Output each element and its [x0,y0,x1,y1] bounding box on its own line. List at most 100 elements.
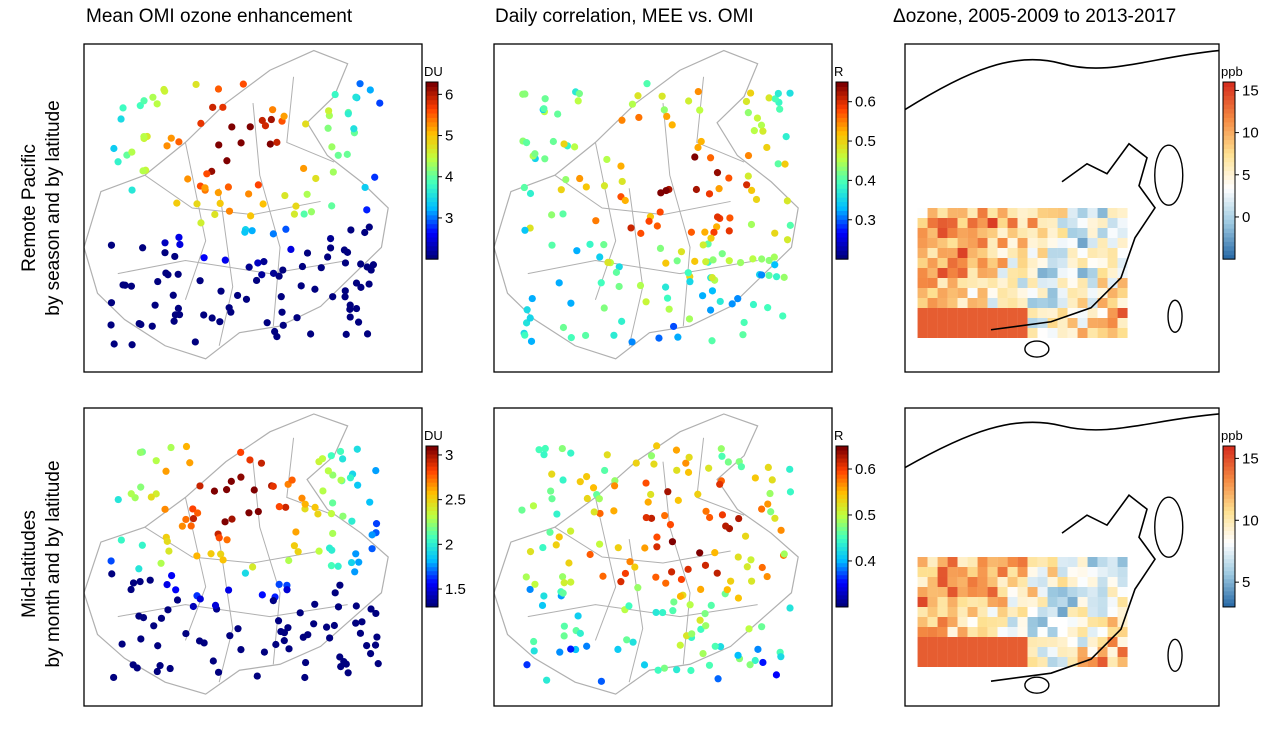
delta-cell [1037,627,1048,637]
delta-cell [997,248,1008,258]
site-point [200,311,208,319]
site-point [751,474,759,482]
delta-cell [927,637,938,647]
delta-cell [917,328,928,338]
colorbar-tick-label: 0.6 [855,461,876,478]
delta-cell [1017,308,1028,318]
delta-cell [997,298,1008,308]
site-point [615,282,623,291]
site-point [288,476,296,484]
site-point [357,283,365,291]
colorbar-segment [426,570,438,576]
delta-cell [957,577,968,587]
site-point [526,314,534,322]
delta-cell [1047,228,1058,238]
delta-cell [1017,597,1028,607]
delta-cell [1067,278,1078,288]
site-point [677,575,686,584]
colorbar-segment [426,482,438,487]
colorbar-segment [836,590,848,596]
site-point [692,185,701,194]
delta-cell [957,617,968,627]
delta-cell [1067,637,1078,647]
delta-cell [1017,318,1028,328]
colorbar-segment [1223,245,1235,251]
delta-cell [967,657,978,667]
site-point [356,80,364,88]
colorbar-segment [426,578,438,584]
delta-cell [937,657,948,667]
delta-cell [937,228,948,238]
colorbar-segment [1223,121,1235,127]
colorbar-segment [836,454,848,459]
site-point [718,452,726,460]
delta-cell [987,577,998,587]
site-point [705,464,713,472]
colorbar-frame [425,445,439,608]
delta-cell [937,557,948,567]
delta-cell [1037,288,1048,298]
site-point [780,273,788,281]
delta-cell [917,577,928,587]
site-point [691,153,699,161]
site-point [280,112,288,120]
colorbar-segment [836,130,848,136]
colorbar-segment [426,526,438,531]
site-point [352,550,360,558]
site-point [336,653,344,661]
site-point [744,172,752,180]
delta-cell [997,617,1008,627]
site-point [163,142,171,150]
site-point [280,637,288,645]
delta-cell [977,617,988,627]
delta-cell [1117,587,1128,597]
delta-cell [927,288,938,298]
colorbar-tick-label: 5 [1242,167,1250,184]
delta-cell [1057,288,1068,298]
site-point [660,106,668,114]
colorbar-segment [1223,192,1235,198]
site-point [191,338,199,346]
delta-cell [997,238,1008,248]
site-point [583,494,591,503]
colorbar-segment [1223,462,1235,467]
delta-cell [977,228,988,238]
site-point [521,331,529,339]
colorbar-tick-label: 10 [1242,512,1259,529]
site-point [711,549,719,557]
delta-cell [937,278,948,288]
delta-cell [917,318,928,328]
delta-cell [1047,208,1058,218]
site-point [722,522,730,530]
colorbar-segment [836,112,848,118]
site-point [342,330,350,338]
delta-cell [947,288,958,298]
panel-frame [904,407,1220,707]
site-point [596,253,604,261]
site-point [149,93,157,101]
colorbar-segment [836,152,848,158]
site-point [175,233,183,241]
site-point [529,502,538,510]
colorbar-segment [426,506,438,511]
site-point [128,341,136,349]
delta-cell [1047,268,1058,278]
delta-cell [1017,288,1028,298]
delta-cell [917,258,928,268]
site-point [219,556,227,564]
delta-cell [1067,288,1078,298]
delta-cell [1057,617,1068,627]
delta-cell [1027,637,1038,647]
delta-cell [977,328,988,338]
colorbar-segment [1223,502,1235,507]
site-point [228,515,236,523]
site-point [696,549,704,557]
site-point [285,645,293,653]
delta-cell [957,248,968,258]
country-border [493,49,799,360]
site-point [301,658,310,667]
site-point [772,671,781,679]
site-point [597,279,605,287]
site-point [628,100,637,108]
coastline-east [990,494,1156,682]
